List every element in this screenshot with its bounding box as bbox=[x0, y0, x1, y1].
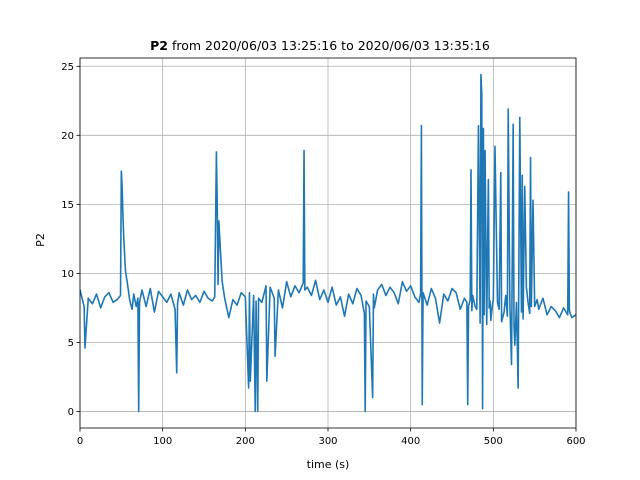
x-tick-label: 200 bbox=[236, 436, 255, 447]
y-tick-label: 0 bbox=[68, 407, 74, 418]
y-tick-label: 15 bbox=[61, 200, 74, 211]
y-tick-label: 5 bbox=[68, 338, 74, 349]
x-tick-label: 500 bbox=[484, 436, 503, 447]
x-tick-label: 300 bbox=[318, 436, 337, 447]
chart-title: P2 from 2020/06/03 13:25:16 to 2020/06/0… bbox=[150, 38, 490, 53]
x-tick-label: 400 bbox=[401, 436, 420, 447]
x-tick-label: 0 bbox=[77, 436, 83, 447]
x-tick-label: 600 bbox=[566, 436, 585, 447]
x-tick-label: 100 bbox=[153, 436, 172, 447]
x-axis-label: time (s) bbox=[307, 458, 350, 471]
series-line bbox=[80, 73, 576, 413]
chart-title-rest: from 2020/06/03 13:25:16 to 2020/06/03 1… bbox=[168, 38, 490, 53]
y-tick-label: 10 bbox=[61, 269, 74, 280]
chart-title-bold: P2 bbox=[150, 38, 168, 53]
y-axis-label: P2 bbox=[34, 233, 47, 247]
y-tick-label: 20 bbox=[61, 131, 74, 142]
y-axis: 0 5 10 15 20 25 bbox=[61, 62, 80, 418]
y-tick-label: 25 bbox=[61, 62, 74, 73]
series-group bbox=[80, 73, 576, 413]
x-axis: 0 100 200 300 400 500 600 bbox=[77, 428, 586, 447]
